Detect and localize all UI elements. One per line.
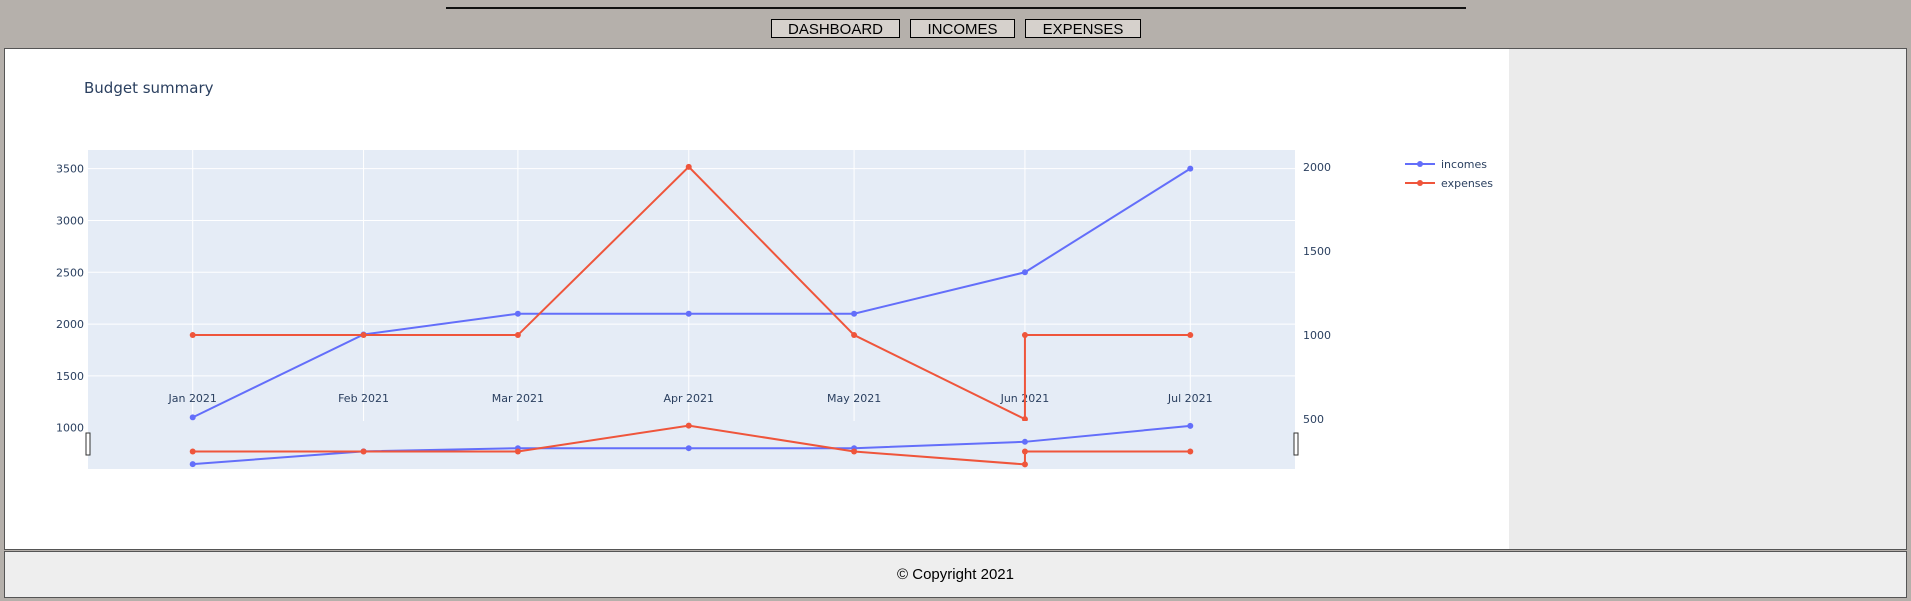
legend-item-incomes[interactable]: incomes [1405,158,1487,171]
slider-point-expenses [1021,461,1028,468]
series-line-expenses [192,165,1191,421]
left-y-axis: 1000 1500 2000 2500 3000 3500 [56,163,84,435]
top-divider [446,7,1466,9]
right-y-axis: 500 1000 1500 2000 [1303,161,1331,426]
dashboard-button[interactable]: DASHBOARD [771,19,900,38]
slider-point-expenses [189,448,196,455]
y-left-tick-label: 2500 [56,266,84,279]
slider-point-incomes [1021,438,1028,445]
range-slider-left-handle[interactable] [85,432,91,456]
range-slider-right-handle[interactable] [1293,432,1299,456]
slider-point-expenses [1021,448,1028,455]
slider-point-expenses [1187,448,1194,455]
chart-title: Budget summary [84,79,214,97]
dashboard-panel: Budget summary 1000 1500 2000 2500 3000 3500 … [4,48,1907,550]
x-tick-label: May 2021 [827,392,881,405]
y-left-tick-label: 2000 [56,318,84,331]
data-point-incomes[interactable] [851,310,858,317]
y-right-tick-label: 1500 [1303,245,1331,258]
y-right-tick-label: 1000 [1303,329,1331,342]
data-point-expenses[interactable] [514,332,521,339]
data-point-expenses[interactable] [360,332,367,339]
footer: © Copyright 2021 [4,551,1907,598]
budget-chart: Budget summary 100015002000250030003500 … [56,79,1493,469]
x-tick-label: Feb 2021 [338,392,389,405]
legend-marker [1417,161,1423,167]
data-point-expenses[interactable] [1187,332,1194,339]
slider-point-expenses [851,448,858,455]
side-panel [1509,49,1906,549]
range-slider-series [189,422,1194,468]
expenses-button[interactable]: EXPENSES [1025,19,1141,38]
slider-point-expenses [514,448,521,455]
y-left-tick-label: 1000 [56,422,84,435]
nav-bar: DASHBOARD INCOMES EXPENSES [0,19,1911,40]
x-tick-label: Apr 2021 [663,392,714,405]
data-point-expenses[interactable] [851,332,858,339]
plot-area[interactable] [88,150,1295,436]
y-right-tick-label: 500 [1303,413,1324,426]
data-point-incomes[interactable] [514,310,521,317]
data-point-expenses[interactable] [189,332,196,339]
y-right-tick-label: 2000 [1303,161,1331,174]
x-tick-label: Jul 2021 [1167,392,1213,405]
data-point-incomes[interactable] [189,414,196,421]
data-point-expenses[interactable] [1021,416,1028,423]
legend-label: incomes [1441,158,1487,171]
data-point-expenses[interactable] [1021,332,1028,339]
data-point-incomes[interactable] [685,310,692,317]
range-slider[interactable] [88,421,1295,469]
x-tick-label: Jan 2021 [167,392,216,405]
slider-point-incomes [1187,422,1194,429]
legend[interactable]: incomes expenses [1405,158,1493,190]
slider-point-expenses [360,448,367,455]
copyright-text: © Copyright 2021 [897,566,1014,583]
slider-point-expenses [685,422,692,429]
slider-point-incomes [685,445,692,452]
slider-point-incomes [189,461,196,468]
data-point-incomes[interactable] [1021,269,1028,276]
y-left-tick-label: 1500 [56,370,84,383]
legend-label: expenses [1441,177,1493,190]
series-layer [189,163,1194,423]
legend-marker [1417,180,1423,186]
y-left-tick-label: 3500 [56,163,84,176]
y-left-tick-label: 3000 [56,214,84,227]
incomes-button[interactable]: INCOMES [910,19,1015,38]
x-tick-label: Mar 2021 [492,392,544,405]
data-point-incomes[interactable] [1187,165,1194,172]
legend-item-expenses[interactable]: expenses [1405,177,1493,190]
data-point-expenses[interactable] [685,163,692,170]
